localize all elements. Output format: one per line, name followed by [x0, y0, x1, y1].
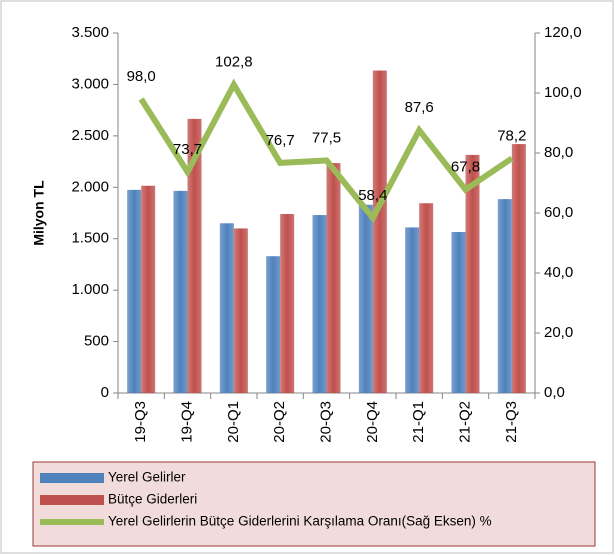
legend-label: Yerel Gelirler [108, 470, 186, 485]
x-tick-label: 19-Q4 [178, 401, 195, 443]
y-tick-label: 0 [101, 384, 109, 401]
y2-tick-label: 0,0 [544, 384, 565, 401]
legend-label: Bütçe Giderleri [108, 492, 197, 507]
y-tick-label: 1.500 [71, 230, 109, 247]
y2-tick-label: 100,0 [544, 84, 582, 101]
y2-tick-label: 120,0 [544, 24, 582, 41]
x-tick-label: 20-Q4 [364, 401, 381, 443]
x-tick-label: 21-Q2 [456, 401, 473, 443]
y2-tick-label: 60,0 [544, 204, 573, 221]
x-tick-label: 20-Q2 [271, 401, 288, 443]
bar [312, 215, 327, 393]
bar [127, 189, 142, 393]
bar [372, 70, 387, 394]
y-tick-label: 3.500 [71, 24, 109, 41]
data-label: 102,8 [215, 54, 253, 71]
y2-tick-label: 40,0 [544, 264, 573, 281]
bar [405, 227, 420, 393]
bar [141, 185, 156, 393]
x-tick-label: 21-Q1 [410, 401, 427, 443]
bar [187, 118, 202, 393]
bar [233, 228, 248, 393]
data-label: 76,7 [266, 132, 295, 149]
data-label: 58,4 [358, 187, 387, 204]
bar [511, 144, 526, 393]
bar [326, 163, 341, 393]
data-label: 87,6 [405, 99, 434, 116]
y-tick-label: 3.000 [71, 75, 109, 92]
y-tick-label: 1.000 [71, 281, 109, 298]
y-tick-label: 500 [84, 333, 109, 350]
data-label: 73,7 [173, 141, 202, 158]
data-label: 77,5 [312, 129, 341, 146]
bar [465, 154, 480, 393]
bar [173, 190, 188, 393]
x-tick-label: 20-Q3 [317, 401, 334, 443]
bar [419, 203, 434, 393]
bar [266, 256, 281, 393]
data-label: 98,0 [127, 68, 156, 85]
x-tick-label: 19-Q3 [132, 401, 149, 443]
y-tick-label: 2.000 [71, 178, 109, 195]
y-axis-title: Milyon TL [31, 180, 47, 246]
line [138, 78, 514, 224]
legend-box [32, 461, 596, 547]
data-label: 78,2 [497, 127, 526, 144]
y2-tick-label: 20,0 [544, 324, 573, 341]
bar [451, 232, 466, 393]
legend-label: Yerel Gelirlerin Bütçe Giderlerini Karşı… [108, 514, 492, 529]
x-tick-label: 20-Q1 [225, 401, 242, 443]
legend-swatch [40, 473, 104, 483]
bar [280, 214, 295, 393]
y2-tick-label: 80,0 [544, 144, 573, 161]
y-tick-label: 2.500 [71, 127, 109, 144]
bar [219, 223, 234, 393]
bar [358, 204, 373, 393]
legend-swatch [40, 495, 104, 505]
bar [497, 199, 512, 393]
data-label: 67,8 [451, 159, 480, 176]
x-tick-label: 21-Q3 [503, 401, 520, 443]
